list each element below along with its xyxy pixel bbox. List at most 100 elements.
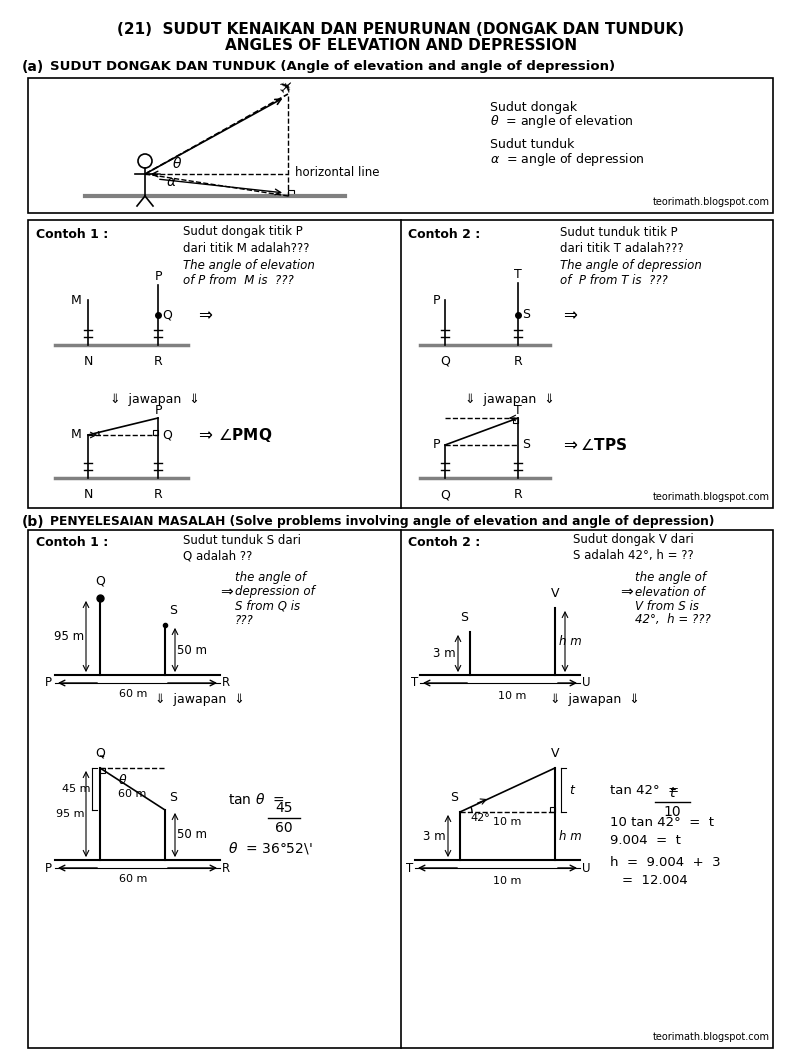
Text: 10 tan 42°  =  t: 10 tan 42° = t bbox=[610, 815, 714, 828]
Text: Contoh 2 :: Contoh 2 : bbox=[408, 227, 480, 241]
Text: ⇒: ⇒ bbox=[620, 585, 633, 600]
Text: R: R bbox=[513, 355, 522, 368]
Text: ⇒: ⇒ bbox=[198, 426, 212, 444]
Text: 3 m: 3 m bbox=[433, 647, 456, 660]
Text: =  12.004: = 12.004 bbox=[622, 874, 688, 887]
Text: h m: h m bbox=[559, 635, 581, 648]
Text: Sudut dongak: Sudut dongak bbox=[490, 101, 577, 115]
Text: R: R bbox=[154, 355, 162, 368]
Text: 42°: 42° bbox=[470, 813, 490, 823]
Text: $\theta$: $\theta$ bbox=[118, 773, 128, 787]
Text: Q: Q bbox=[440, 488, 450, 501]
Text: 60: 60 bbox=[275, 821, 293, 836]
Text: Sudut tunduk S dari: Sudut tunduk S dari bbox=[183, 534, 301, 546]
Bar bbox=[288, 190, 294, 196]
Text: The angle of depression: The angle of depression bbox=[560, 259, 702, 272]
Text: ANGLES OF ELEVATION AND DEPRESSION: ANGLES OF ELEVATION AND DEPRESSION bbox=[225, 38, 577, 53]
Text: 10 m: 10 m bbox=[498, 691, 527, 701]
Text: (a): (a) bbox=[22, 60, 44, 74]
Text: $\angle$TPS: $\angle$TPS bbox=[580, 437, 627, 453]
Text: V: V bbox=[551, 587, 559, 600]
Text: ⇒: ⇒ bbox=[563, 436, 577, 454]
Text: U: U bbox=[582, 676, 590, 690]
Text: 60 m: 60 m bbox=[119, 789, 147, 799]
Text: P: P bbox=[432, 293, 440, 306]
Text: P: P bbox=[154, 404, 162, 417]
Bar bbox=[513, 418, 518, 423]
Text: S: S bbox=[450, 791, 458, 804]
Text: ⇓  jawapan  ⇓: ⇓ jawapan ⇓ bbox=[155, 693, 245, 707]
Text: 50 m: 50 m bbox=[177, 828, 207, 842]
Bar bbox=[28, 220, 773, 508]
Text: ⇒: ⇒ bbox=[563, 306, 577, 324]
Text: Q: Q bbox=[95, 747, 105, 760]
Bar bbox=[28, 78, 773, 213]
Text: horizontal line: horizontal line bbox=[295, 166, 379, 179]
Text: $\theta$: $\theta$ bbox=[172, 156, 182, 171]
Text: 60 m: 60 m bbox=[119, 874, 148, 884]
Text: Q: Q bbox=[162, 308, 172, 321]
Text: Q: Q bbox=[95, 575, 105, 588]
Bar bbox=[100, 767, 105, 773]
Text: S from Q is: S from Q is bbox=[235, 600, 300, 612]
Text: 95 m: 95 m bbox=[55, 809, 84, 819]
Text: (b): (b) bbox=[22, 514, 45, 529]
Text: M: M bbox=[71, 293, 82, 306]
Text: Contoh 1 :: Contoh 1 : bbox=[36, 536, 108, 549]
Text: S: S bbox=[460, 611, 468, 624]
Text: $\theta$  = angle of elevation: $\theta$ = angle of elevation bbox=[490, 114, 634, 131]
Text: U: U bbox=[582, 861, 590, 875]
Text: t: t bbox=[669, 786, 674, 800]
Text: 45 m: 45 m bbox=[62, 784, 90, 794]
Text: 10 m: 10 m bbox=[493, 876, 521, 885]
Text: M: M bbox=[71, 428, 82, 441]
Bar bbox=[153, 431, 158, 435]
Text: 9.004  =  t: 9.004 = t bbox=[610, 833, 681, 846]
Text: N: N bbox=[83, 355, 93, 368]
Text: P: P bbox=[45, 861, 52, 875]
Text: Sudut tunduk: Sudut tunduk bbox=[490, 138, 574, 152]
Bar bbox=[28, 530, 773, 1048]
Text: dari titik T adalah???: dari titik T adalah??? bbox=[560, 241, 683, 254]
Text: Contoh 2 :: Contoh 2 : bbox=[408, 536, 480, 549]
Text: S adalah 42°, h = ??: S adalah 42°, h = ?? bbox=[573, 550, 694, 562]
Text: Sudut tunduk titik P: Sudut tunduk titik P bbox=[560, 225, 678, 238]
Text: N: N bbox=[83, 488, 93, 501]
Text: 50 m: 50 m bbox=[177, 643, 207, 657]
Text: R: R bbox=[154, 488, 162, 501]
Text: $\alpha$: $\alpha$ bbox=[166, 175, 177, 189]
Text: h  =  9.004  +  3: h = 9.004 + 3 bbox=[610, 856, 721, 868]
Text: 3 m: 3 m bbox=[423, 829, 446, 843]
Text: ⇒: ⇒ bbox=[220, 585, 233, 600]
Text: $\alpha$  = angle of depression: $\alpha$ = angle of depression bbox=[490, 151, 645, 168]
Text: R: R bbox=[222, 676, 230, 690]
Text: teorimath.blogspot.com: teorimath.blogspot.com bbox=[653, 197, 770, 207]
Text: 42°,  h = ???: 42°, h = ??? bbox=[635, 613, 711, 626]
Text: T: T bbox=[514, 404, 522, 417]
Text: Q: Q bbox=[162, 428, 172, 441]
Text: Contoh 1 :: Contoh 1 : bbox=[36, 227, 108, 241]
Text: elevation of: elevation of bbox=[635, 586, 705, 598]
Text: V: V bbox=[551, 747, 559, 760]
Text: 45: 45 bbox=[275, 802, 293, 815]
Text: Q: Q bbox=[440, 355, 450, 368]
Text: ???: ??? bbox=[235, 613, 253, 626]
Text: P: P bbox=[432, 439, 440, 452]
Text: tan $\theta$  =: tan $\theta$ = bbox=[228, 793, 285, 808]
Text: T: T bbox=[406, 861, 413, 875]
Text: h m: h m bbox=[559, 829, 581, 843]
Text: T: T bbox=[411, 676, 418, 690]
Text: S: S bbox=[169, 791, 177, 804]
Text: The angle of elevation: The angle of elevation bbox=[183, 259, 315, 272]
Text: Q adalah ??: Q adalah ?? bbox=[183, 550, 253, 562]
Text: ⇓  jawapan  ⇓: ⇓ jawapan ⇓ bbox=[465, 393, 555, 406]
Text: SUDUT DONGAK DAN TUNDUK (Angle of elevation and angle of depression): SUDUT DONGAK DAN TUNDUK (Angle of elevat… bbox=[50, 60, 615, 73]
Text: R: R bbox=[513, 488, 522, 501]
Text: tan 42°  =: tan 42° = bbox=[610, 783, 679, 796]
Text: V from S is: V from S is bbox=[635, 600, 699, 612]
Text: T: T bbox=[514, 269, 522, 282]
Text: ⇓  jawapan  ⇓: ⇓ jawapan ⇓ bbox=[550, 693, 640, 707]
Text: the angle of: the angle of bbox=[235, 572, 306, 585]
Text: PENYELESAIAN MASALAH (Solve problems involving angle of elevation and angle of d: PENYELESAIAN MASALAH (Solve problems inv… bbox=[50, 514, 715, 528]
Text: Sudut dongak V dari: Sudut dongak V dari bbox=[573, 534, 694, 546]
